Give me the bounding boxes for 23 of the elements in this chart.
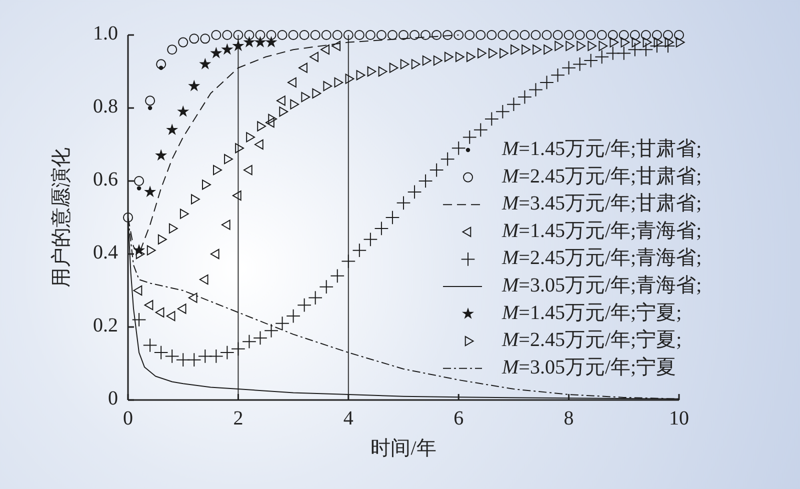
y-tick-label: 0.2 xyxy=(93,314,118,337)
x-tick-label: 4 xyxy=(343,408,354,430)
legend-label: M=2.45万元/年;宁夏; xyxy=(501,328,682,351)
legend-label: M=3.05万元/年;宁夏 xyxy=(501,356,676,378)
legend-label: M=2.45万元/年;青海省; xyxy=(501,246,702,269)
x-tick-label: 0 xyxy=(123,408,133,430)
y-tick-label: 0.8 xyxy=(93,96,118,118)
legend-label: M=1.45万元/年;青海省; xyxy=(501,219,702,242)
x-tick-label: 6 xyxy=(454,408,464,430)
x-tick-label: 10 xyxy=(669,408,689,430)
legend-label: M=1.45万元/年;宁夏; xyxy=(501,301,682,324)
x-axis-title: 时间/年 xyxy=(370,438,436,460)
legend-label: M=2.45万元/年;甘肃省; xyxy=(501,164,702,187)
legend-label: M=3.45万元/年;甘肃省; xyxy=(501,192,702,214)
y-tick-label: 0 xyxy=(108,388,118,410)
x-tick-label: 8 xyxy=(564,408,574,430)
y-tick-label: 0.4 xyxy=(93,242,118,264)
y-tick-label: 1.0 xyxy=(93,22,118,45)
y-axis-title: 用户的意愿演化 xyxy=(50,148,73,288)
x-tick-label: 2 xyxy=(233,408,244,430)
legend-label: M=1.45万元/年;甘肃省; xyxy=(501,138,702,160)
y-tick-label: 0.6 xyxy=(93,168,118,191)
legend-label: M=3.05万元/年;青海省; xyxy=(501,274,702,296)
